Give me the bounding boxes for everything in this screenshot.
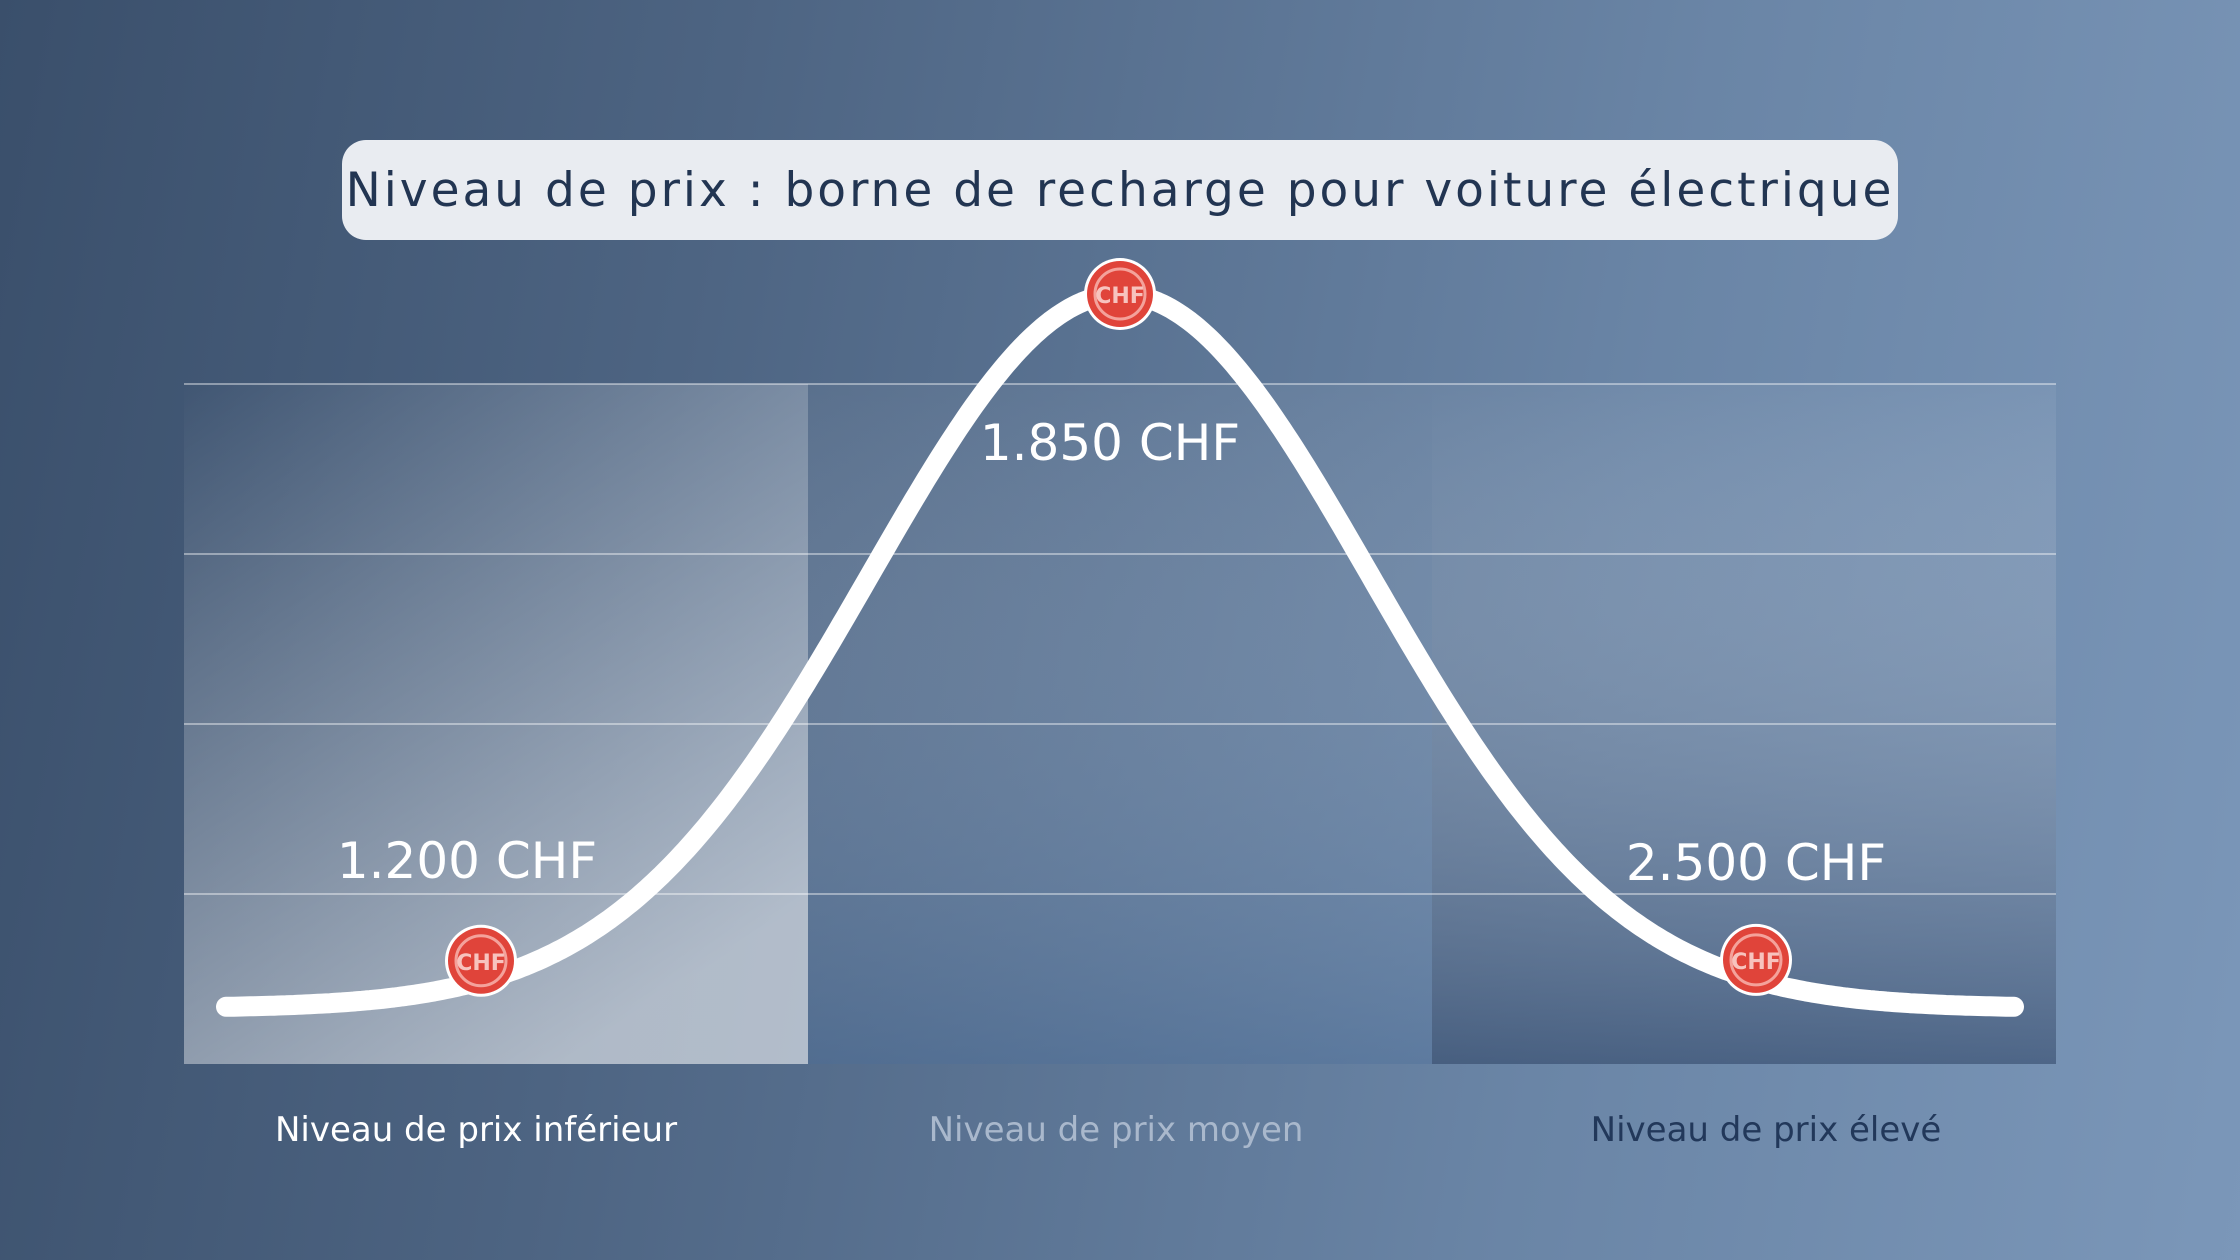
value-label-2: 2.500 CHF — [1626, 834, 1886, 892]
category-label-low: Niveau de prix inférieur — [274, 1110, 678, 1150]
marker-inner-ring — [1093, 267, 1147, 321]
marker-outer — [448, 927, 514, 994]
marker-text: CHF — [1095, 284, 1145, 309]
marker-text: CHF — [456, 951, 506, 976]
marker-inner-ring — [1729, 933, 1783, 987]
value-label-1: 1.850 CHF — [980, 414, 1240, 472]
chf-coin-icon: CHF — [1720, 923, 1792, 996]
category-label-high: Niveau de prix élevé — [1590, 1110, 1942, 1150]
value-label-0: 1.200 CHF — [337, 832, 597, 890]
marker-inner-ring — [454, 934, 508, 988]
chart-title-box: Niveau de prix : borne de recharge pour … — [342, 140, 1898, 240]
chf-coin-icon: CHF — [445, 924, 517, 997]
chart-title: Niveau de prix : borne de recharge pour … — [345, 162, 1895, 218]
category-label-medium: Niveau de prix moyen — [928, 1110, 1304, 1150]
marker-text: CHF — [1731, 950, 1781, 975]
chf-coin-icon: CHF — [1084, 258, 1156, 330]
marker-outer — [1723, 926, 1789, 993]
marker-outer — [1087, 261, 1153, 327]
